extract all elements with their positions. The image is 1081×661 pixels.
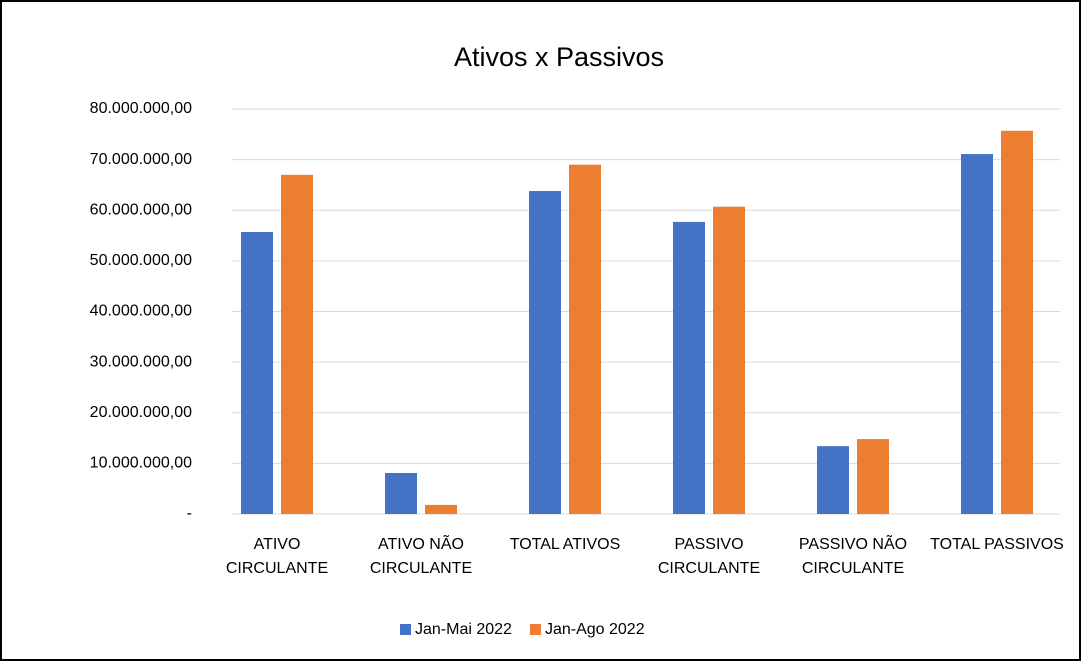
bar [569,164,601,514]
y-tick-label: 50.000.000,00 [90,252,192,269]
bar [673,221,705,515]
bar [385,472,417,514]
x-tick-label: PASSIVO NÃO CIRCULANTE [798,536,908,577]
bar [529,191,561,514]
legend-swatch [529,624,541,635]
x-tick-label: TOTAL ATIVOS [509,536,621,553]
y-tick-label: 80.000.000,00 [90,100,192,117]
y-tick-label: 10.000.000,00 [90,455,192,472]
y-tick-label: 60.000.000,00 [90,201,192,218]
y-tick-label: 70.000.000,00 [90,151,192,168]
y-tick-label: - [187,505,192,522]
bar [281,174,313,514]
bar [241,232,273,515]
bar [425,504,457,514]
bar [1001,130,1033,515]
x-tick-label: ATIVO NÃO CIRCULANTE [369,536,473,577]
legend-label: Jan-Ago 2022 [545,621,645,638]
x-tick-label: TOTAL PASSIVOS [930,536,1064,553]
bar [961,154,993,514]
bar [817,446,849,514]
legend-swatch [400,624,411,635]
legend-label: Jan-Mai 2022 [415,621,512,638]
bar [713,206,745,515]
chart-title: Ativos x Passivos [454,42,664,72]
y-tick-label: 30.000.000,00 [90,353,192,370]
x-tick-label: ATIVO CIRCULANTE [225,536,329,577]
bar [857,439,889,514]
x-tick-label: PASSIVO CIRCULANTE [657,536,761,577]
y-tick-label: 20.000.000,00 [90,404,192,421]
y-tick-label: 40.000.000,00 [90,303,192,320]
